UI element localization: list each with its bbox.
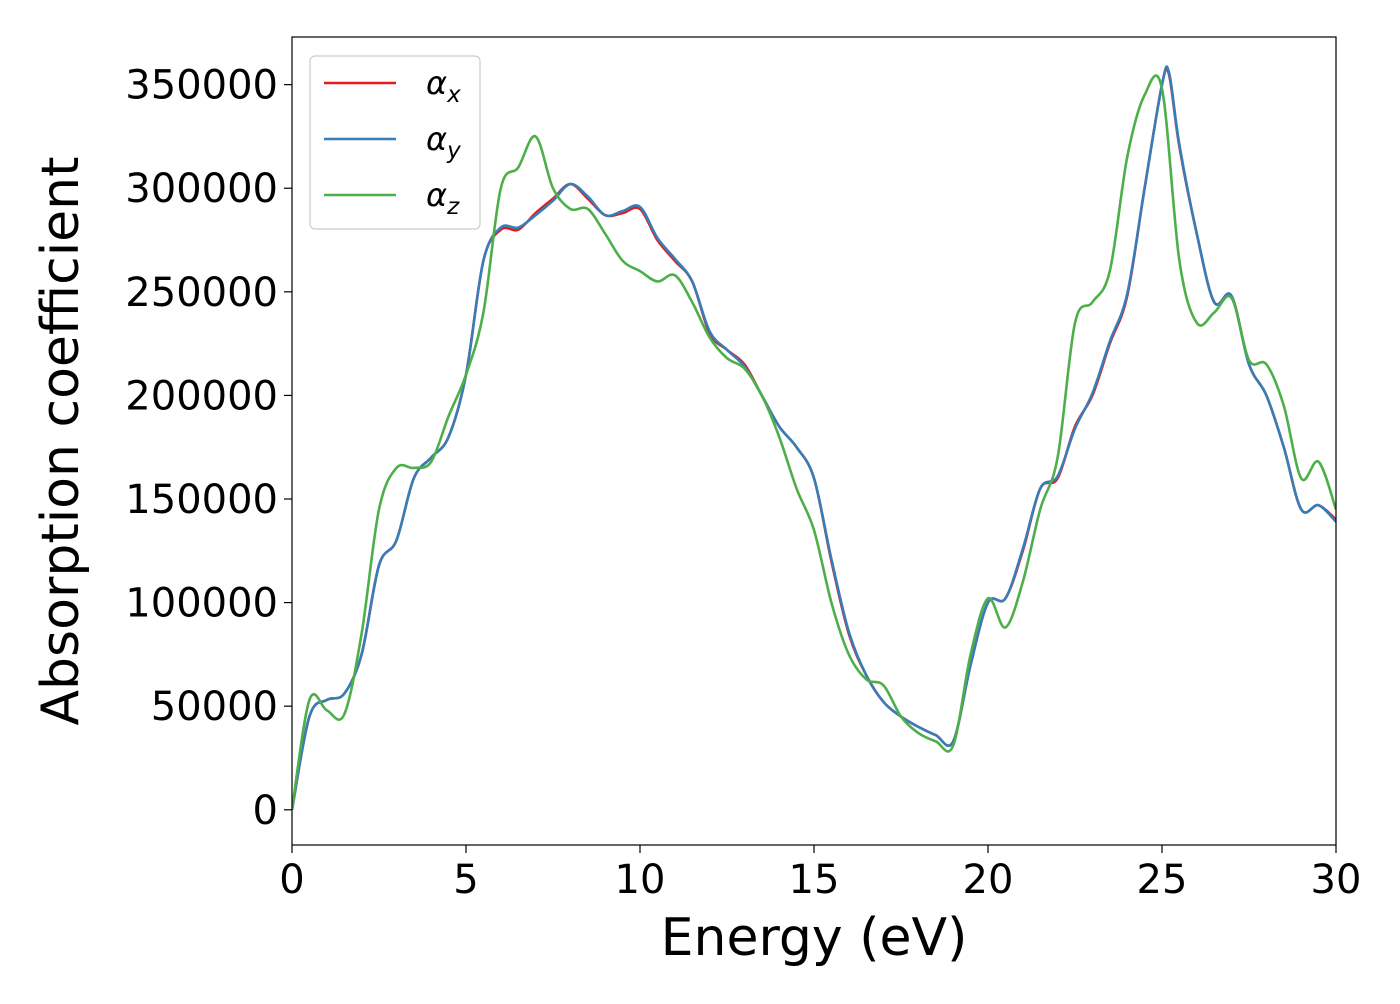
y-tick-label: 250000 bbox=[125, 270, 278, 316]
legend-box bbox=[309, 55, 481, 230]
y-axis-ticks: 0 50000 100000 150000 200000 250000 300000 3500… bbox=[125, 63, 292, 834]
y-tick-label: 50000 bbox=[151, 684, 278, 730]
x-tick-label: 5 bbox=[453, 857, 478, 903]
x-tick-label: 25 bbox=[1137, 857, 1188, 903]
x-tick-label: 10 bbox=[615, 857, 666, 903]
legend-label-alpha-y: αy bbox=[426, 120, 461, 164]
y-axis-label: Absorption coefficient bbox=[31, 156, 91, 725]
legend-label-alpha-z: αz bbox=[426, 176, 460, 220]
y-tick-label: 0 bbox=[253, 788, 278, 834]
series-lines bbox=[292, 65, 1336, 811]
x-tick-label: 30 bbox=[1311, 857, 1362, 903]
y-tick-label: 100000 bbox=[125, 581, 278, 627]
y-tick-label: 200000 bbox=[125, 373, 278, 419]
x-tick-label: 20 bbox=[963, 857, 1014, 903]
x-axis-label: Energy (eV) bbox=[661, 908, 968, 968]
y-tick-label: 300000 bbox=[125, 166, 278, 212]
x-tick-label: 0 bbox=[279, 857, 304, 903]
series-line-alpha-z bbox=[292, 74, 1336, 810]
legend-label-alpha-x: αx bbox=[426, 64, 461, 108]
x-axis-ticks: 0 5 10 15 20 25 30 bbox=[279, 845, 1361, 903]
x-tick-label: 15 bbox=[789, 857, 840, 903]
legend: αx αy αz bbox=[309, 55, 481, 230]
y-tick-label: 150000 bbox=[125, 477, 278, 523]
y-tick-label: 350000 bbox=[125, 63, 278, 109]
